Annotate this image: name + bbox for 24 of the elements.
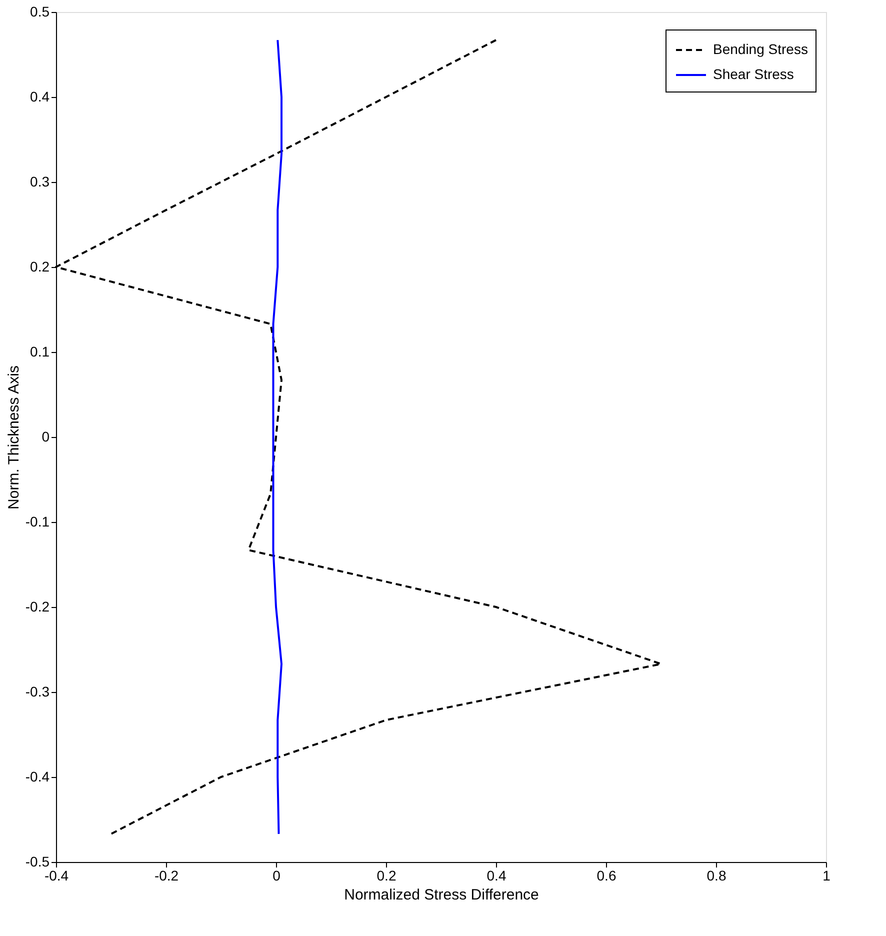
x-axis-title: Normalized Stress Difference: [344, 886, 539, 904]
y-axis-title: Norm. Thickness Axis: [5, 366, 22, 510]
x-tick-label: 1: [822, 868, 831, 884]
y-tick-label: 0.3: [30, 174, 50, 190]
legend-label: Shear Stress: [713, 66, 794, 82]
y-tick-label: -0.2: [25, 598, 50, 614]
x-tick-label: 0.6: [596, 868, 616, 884]
legend-label: Bending Stress: [713, 41, 808, 57]
x-tick-label: 0: [272, 868, 281, 884]
y-tick-label: -0.1: [25, 514, 50, 530]
x-tick-label: 0.8: [706, 868, 726, 884]
y-tick-label: 0.1: [30, 344, 50, 360]
y-tick-label: 0: [42, 428, 50, 444]
y-tick-label: 0.4: [30, 88, 50, 104]
x-tick-label: 0.4: [486, 868, 506, 884]
x-tick-label: -0.4: [44, 868, 69, 884]
y-tick-label: 0.2: [30, 258, 50, 274]
x-tick-label: 0.2: [376, 868, 396, 884]
y-tick-label: -0.4: [25, 768, 50, 784]
y-tick-label: -0.3: [25, 684, 50, 700]
y-tick-label: 0.5: [30, 4, 50, 20]
y-tick-label: -0.5: [25, 854, 50, 870]
line-series: [272, 39, 282, 835]
x-tick-label: -0.2: [154, 868, 179, 884]
